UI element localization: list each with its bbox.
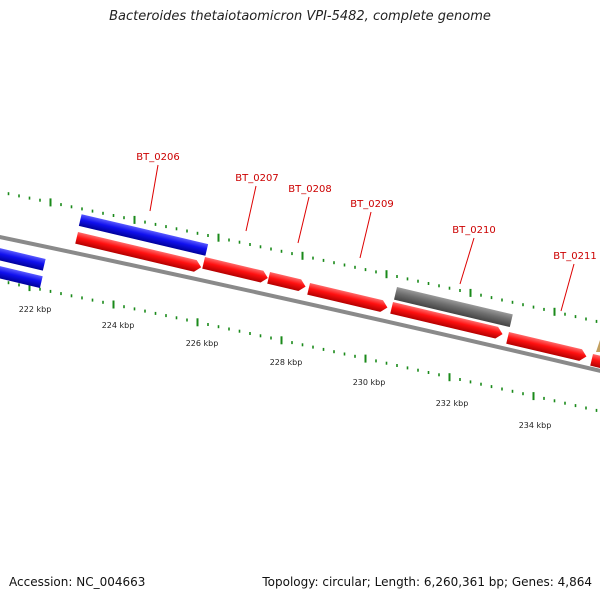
accession-text: Accession: NC_004663 <box>9 575 146 589</box>
gene-bt0209-forward[interactable] <box>307 283 389 313</box>
scale-label-layer: 222 kbp 224 kbp 226 kbp 228 kbp 230 kbp … <box>19 305 552 430</box>
scale-label-232: 232 kbp <box>436 399 469 408</box>
genome-backbone <box>0 235 600 373</box>
gene-label-bt0210[interactable]: BT_0210 <box>452 225 495 236</box>
gene-bt0206-forward[interactable] <box>75 232 202 273</box>
scale-label-222: 222 kbp <box>19 305 52 314</box>
gene-bt0206-reverse[interactable] <box>78 214 209 256</box>
gene-label-bt0208[interactable]: BT_0208 <box>288 184 331 195</box>
scale-label-230: 230 kbp <box>353 378 386 387</box>
gene-bt0208-forward[interactable] <box>267 272 307 292</box>
lower-tick-row <box>7 281 598 412</box>
upper-tick-row <box>7 192 598 323</box>
gene-label-bt0207[interactable]: BT_0207 <box>235 173 278 184</box>
scale-label-234: 234 kbp <box>519 421 552 430</box>
gene-edge-tan[interactable] <box>596 340 600 352</box>
gene-label-bt0209[interactable]: BT_0209 <box>350 199 393 210</box>
scale-label-228: 228 kbp <box>270 358 303 367</box>
gene-reverse-left-2[interactable] <box>0 265 43 288</box>
gene-label-bt0211[interactable]: BT_0211 <box>553 251 596 262</box>
gene-edge-forward[interactable] <box>590 354 600 369</box>
gene-label-layer: BT_0206 BT_0207 BT_0208 BT_0209 BT_0210 … <box>136 152 597 312</box>
gene-reverse-left-1[interactable] <box>0 246 46 271</box>
gene-bt0210-other[interactable] <box>394 287 513 328</box>
gene-bt0207-forward[interactable] <box>202 257 269 284</box>
map-title: Bacteroides thetaiotaomicron VPI-5482, c… <box>109 9 491 24</box>
genome-summary-text: Topology: circular; Length: 6,260,361 bp… <box>262 575 592 589</box>
gene-label-bt0206[interactable]: BT_0206 <box>136 152 179 163</box>
gene-bt0210-forward[interactable] <box>390 302 504 340</box>
scale-label-226: 226 kbp <box>186 339 219 348</box>
gene-bt0211-forward[interactable] <box>506 332 588 362</box>
scale-label-224: 224 kbp <box>102 321 135 330</box>
